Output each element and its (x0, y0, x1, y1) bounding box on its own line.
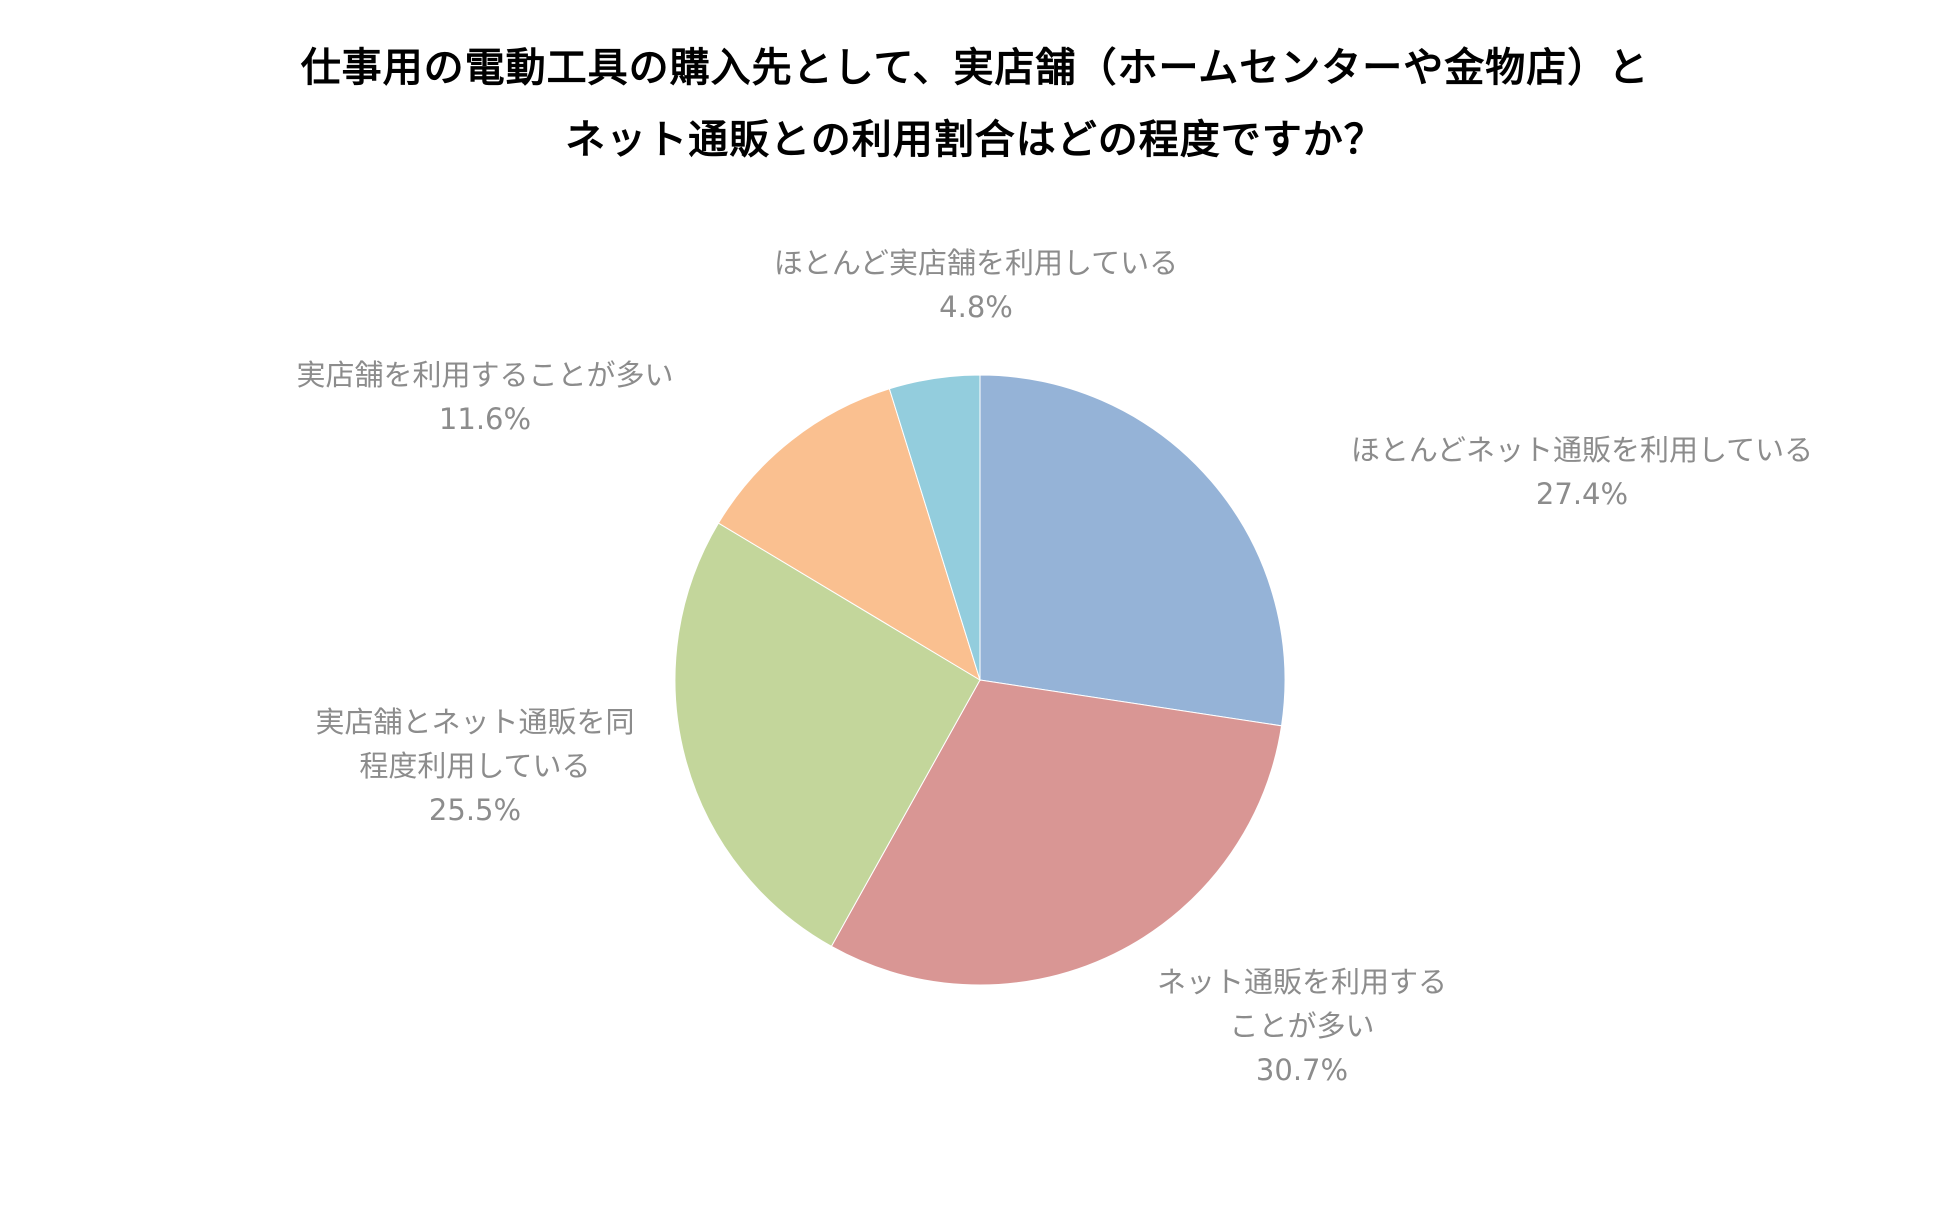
pie-label-3: 実店舗とネット通販を同程度利用している 25.5% (315, 705, 634, 827)
pie-label-1-text-1: ほとんどネット通販を利用している (1351, 433, 1813, 467)
pie-label-3-value: 25.5% (429, 793, 521, 827)
pie-slice-3 (674, 522, 981, 948)
pie-slice-5 (888, 374, 981, 681)
pie-label-5: ほとんど実店舗を利用している 4.8% (774, 246, 1178, 324)
chart-title: 仕事用の電動工具の購入先として、実店舗（ホームセンターや金物店）と ネット通販と… (0, 32, 1950, 176)
pie-label-2-value: 30.7% (1256, 1053, 1348, 1087)
pie-label-3-text-2: 程度利用している (359, 749, 590, 783)
pie-label-4-value: 11.6% (439, 402, 531, 436)
pie-label-1: ほとんどネット通販を利用している 27.4% (1351, 433, 1813, 511)
pie-slice-1 (979, 374, 1286, 727)
pie-label-1-value: 27.4% (1536, 477, 1628, 511)
chart-title-line-1: 仕事用の電動工具の購入先として、実店舗（ホームセンターや金物店）と (300, 45, 1650, 91)
pie-label-2-text-1: ネット通販を利用する (1157, 965, 1447, 999)
pie-label-4-text-1: 実店舗を利用することが多い (296, 358, 673, 392)
pie-label-4: 実店舗を利用することが多い 11.6% (296, 358, 673, 436)
pie-label-2: ネット通販を利用することが多い 30.7% (1157, 965, 1447, 1087)
pie-slice-4 (717, 388, 981, 682)
pie-slice-2 (830, 679, 1283, 986)
pie-slices (674, 374, 1286, 986)
chart-title-line-2: ネット通販との利用割合はどの程度ですか？ (565, 117, 1385, 163)
pie-label-2-text-2: ことが多い (1229, 1009, 1374, 1043)
pie-labels: ほとんどネット通販を利用している 27.4% ネット通販を利用することが多い 30.7… (296, 246, 1813, 1087)
pie-label-5-value: 4.8% (939, 290, 1013, 324)
pie-label-5-text-1: ほとんど実店舗を利用している (774, 246, 1178, 280)
pie-label-3-text-1: 実店舗とネット通販を同 (315, 705, 634, 739)
